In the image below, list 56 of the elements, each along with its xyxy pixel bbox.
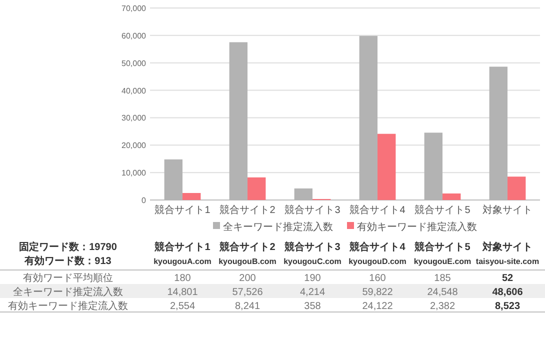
category-label: 競合サイト5 <box>414 242 470 253</box>
y-tick-label: 0 <box>142 196 147 205</box>
x-tick-label: 競合サイト3 <box>284 204 341 216</box>
text: 185 <box>434 273 452 284</box>
text: kyougouD.com <box>348 257 406 266</box>
bar <box>442 193 461 200</box>
data-label: 59,822 <box>362 287 394 298</box>
bar <box>508 176 526 200</box>
text: 200 <box>239 273 256 284</box>
text: 有効ワード平均順位 <box>23 272 113 284</box>
data-label: 358 <box>304 301 322 312</box>
legend-label: 有効キーワード推定流入数 <box>357 221 477 233</box>
x-tick-label: 競合サイト2 <box>220 204 276 216</box>
x-tick-label: 対象サイト <box>482 204 532 216</box>
bar <box>182 192 201 200</box>
legend-label: 全キーワード推定流入数 <box>223 221 333 233</box>
data-label: 4,214 <box>300 287 326 298</box>
text: 160 <box>369 273 386 284</box>
text: 52 <box>502 273 514 284</box>
category-label: 競合サイト2 <box>220 242 276 253</box>
data-label: 8,241 <box>234 301 260 312</box>
data-label: 24,122 <box>362 301 394 312</box>
x-tick-label: 競合サイト1 <box>154 204 211 216</box>
text: 有効ワード数：913 <box>24 255 112 267</box>
data-label: 57,526 <box>232 287 264 298</box>
category-label: 競合サイト1 <box>154 242 210 253</box>
text: kyougouC.com <box>284 257 342 266</box>
data-label: 2,382 <box>430 301 456 312</box>
text: 固定ワード数：19790 <box>19 241 118 253</box>
category-label: 競合サイト4 <box>350 242 406 253</box>
data-label: 2,554 <box>170 301 196 312</box>
y-tick-label: 70,000 <box>122 4 147 13</box>
data-label: 8,523 <box>494 301 520 312</box>
y-tick-label: 30,000 <box>122 114 147 123</box>
data-label: 48,606 <box>492 287 524 298</box>
category-label: 対象サイト <box>482 242 532 253</box>
x-tick-label: 競合サイト5 <box>414 204 471 216</box>
text: kyougouB.com <box>218 257 276 266</box>
category-label: 競合サイト3 <box>284 242 340 253</box>
text: 180 <box>174 273 192 284</box>
data-label: 24,548 <box>427 287 458 298</box>
bar <box>378 134 396 200</box>
y-tick-label: 10,000 <box>122 168 147 178</box>
y-tick-label: 50,000 <box>122 58 147 68</box>
text: 有効キーワード推定流入数 <box>8 301 128 312</box>
text: taisyou-site.com <box>476 257 540 266</box>
y-tick-label: 20,000 <box>122 141 147 150</box>
data-label: 14,801 <box>167 287 198 298</box>
x-tick-label: 競合サイト4 <box>350 204 406 216</box>
text: kyougouE.com <box>414 257 472 266</box>
y-tick-label: 60,000 <box>122 31 147 40</box>
y-tick-label: 40,000 <box>122 86 147 96</box>
text: 190 <box>304 273 322 284</box>
bar <box>248 177 266 200</box>
text: 全キーワード推定流入数 <box>13 287 123 298</box>
text: kyougouA.com <box>154 257 212 266</box>
